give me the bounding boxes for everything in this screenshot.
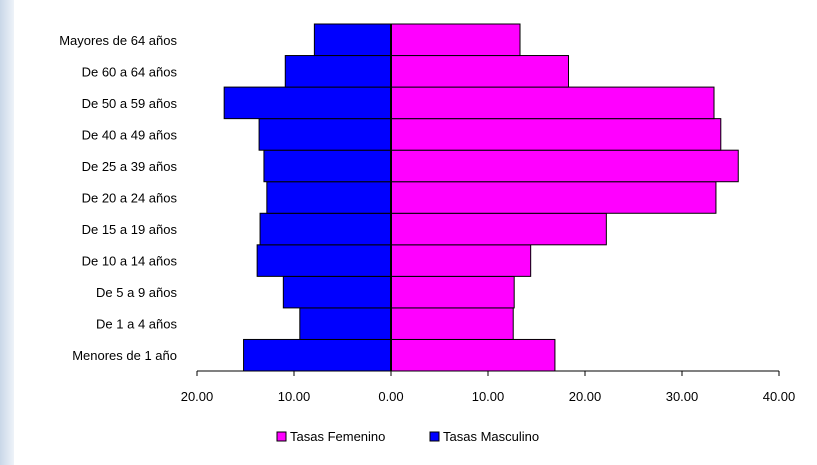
bar-femenino <box>390 181 717 214</box>
y-category-label: De 60 a 64 años <box>82 64 178 79</box>
y-category-label: De 20 a 24 años <box>82 191 178 206</box>
y-category-label: De 10 a 14 años <box>82 254 178 269</box>
series-masculino-bars <box>223 23 392 372</box>
y-category-label: De 15 a 19 años <box>82 222 178 237</box>
bar-femenino <box>390 149 739 183</box>
series-femenino-bars <box>390 23 739 372</box>
y-category-label: Mayores de 64 años <box>59 33 177 48</box>
legend-label-masculino: Tasas Masculino <box>443 429 539 444</box>
x-tick-label: 30.00 <box>666 389 699 404</box>
x-axis-ticks: 20.00 10.00 0.00 10.00 20.00 30.00 40.00 <box>181 371 796 404</box>
bar-femenino <box>390 86 715 120</box>
y-axis-category-labels: Menores de 1 año De 1 a 4 años De 5 a 9 añ… <box>59 33 177 363</box>
y-category-label: De 1 a 4 años <box>96 317 177 332</box>
y-category-label: Menores de 1 año <box>72 348 177 363</box>
bar-femenino <box>390 55 570 88</box>
bar-masculino <box>282 275 392 309</box>
bar-femenino <box>390 23 521 57</box>
bar-masculino <box>266 181 392 214</box>
x-tick-label: 10.00 <box>472 389 505 404</box>
bar-masculino <box>223 86 392 120</box>
y-category-label: De 40 a 49 años <box>82 127 178 142</box>
bar-masculino <box>243 338 392 372</box>
bar-masculino <box>259 212 392 246</box>
bar-masculino <box>284 55 392 88</box>
x-tick-label: 0.00 <box>378 389 403 404</box>
bar-femenino <box>390 338 556 372</box>
bar-femenino <box>390 275 515 309</box>
legend-swatch-masculino <box>429 431 440 442</box>
bar-masculino <box>256 244 392 277</box>
x-tick-label: 40.00 <box>763 389 796 404</box>
bar-masculino <box>263 149 392 183</box>
legend: Tasas Femenino Tasas Masculino <box>276 429 539 444</box>
bar-femenino <box>390 244 532 277</box>
bar-femenino <box>390 118 722 151</box>
y-category-label: De 5 a 9 años <box>96 285 177 300</box>
bar-masculino <box>258 118 392 151</box>
x-tick-label: 10.00 <box>278 389 311 404</box>
x-tick-label: 20.00 <box>181 389 214 404</box>
legend-swatch-femenino <box>276 431 287 442</box>
y-category-label: De 50 a 59 años <box>82 96 178 111</box>
bar-masculino <box>313 23 392 57</box>
legend-label-femenino: Tasas Femenino <box>290 429 385 444</box>
y-category-label: De 25 a 39 años <box>82 159 178 174</box>
bar-femenino <box>390 212 607 246</box>
bar-femenino <box>390 307 514 340</box>
bar-masculino <box>299 307 392 340</box>
x-tick-label: 20.00 <box>569 389 602 404</box>
